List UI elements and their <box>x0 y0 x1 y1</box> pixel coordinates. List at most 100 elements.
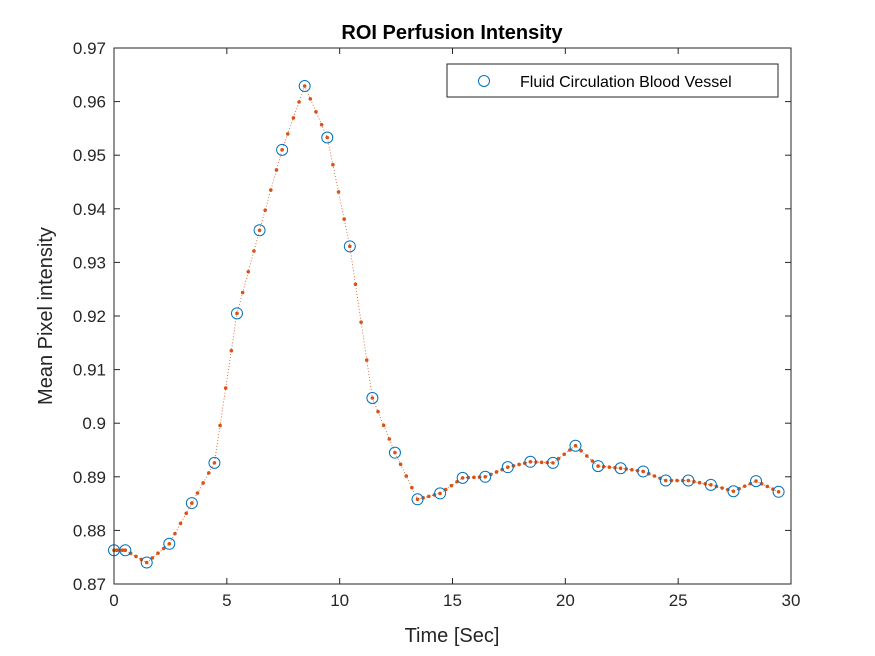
interpolated-point <box>505 465 510 469</box>
x-tick-label: 30 <box>782 591 801 610</box>
interpolated-point <box>359 320 363 324</box>
interpolated-point <box>314 109 318 114</box>
interpolated-point <box>494 470 499 474</box>
y-tick-label: 0.95 <box>73 146 106 165</box>
y-tick-label: 0.96 <box>73 93 106 112</box>
interpolated-point <box>291 116 296 120</box>
legend-marker-icon <box>478 75 490 87</box>
data-point <box>321 131 334 144</box>
interpolated-point <box>607 465 612 469</box>
interpolated-point <box>297 100 301 104</box>
interpolated-point <box>246 269 251 274</box>
interpolated-point <box>269 188 273 192</box>
interpolated-point <box>427 494 431 499</box>
data-point <box>614 462 627 475</box>
interpolated-point <box>438 491 442 496</box>
interpolated-point <box>630 468 634 472</box>
data-point <box>230 307 243 320</box>
interpolated-point <box>274 168 279 172</box>
interpolated-point <box>120 548 125 553</box>
legend-entry-label: Fluid Circulation Blood Vessel <box>520 74 732 91</box>
data-point <box>682 474 695 487</box>
y-tick-label: 0.94 <box>73 200 106 219</box>
data-point <box>163 537 176 550</box>
interpolated-point <box>742 484 747 488</box>
interpolated-point <box>325 135 330 140</box>
data-point <box>659 474 672 487</box>
interpolated-point <box>398 462 403 467</box>
data-point <box>185 497 198 510</box>
data-point <box>119 544 132 557</box>
interpolated-point <box>686 478 691 483</box>
interpolated-point <box>663 478 668 483</box>
data-point <box>637 465 650 478</box>
data-point <box>772 485 785 498</box>
data-point <box>501 461 514 474</box>
interpolated-point <box>252 249 256 253</box>
interpolated-point <box>754 479 758 483</box>
axis-ticks <box>113 47 792 585</box>
legend: Fluid Circulation Blood Vessel <box>446 63 779 98</box>
interpolated-point <box>331 162 335 167</box>
x-tick-label: 15 <box>443 591 462 610</box>
y-tick-label: 0.92 <box>73 307 106 326</box>
interpolated-point <box>472 475 476 480</box>
interpolated-point <box>201 481 205 485</box>
y-tick-label: 0.91 <box>73 361 106 380</box>
data-point <box>208 456 221 469</box>
interpolated-point <box>173 531 177 536</box>
interpolated-point <box>134 554 138 559</box>
interpolated-point <box>167 542 172 546</box>
interpolated-point <box>308 97 313 101</box>
interpolated-point <box>573 443 578 448</box>
interpolated-point <box>257 228 262 233</box>
interpolated-point <box>353 282 358 287</box>
marker-series <box>108 80 785 569</box>
x-tick-label: 20 <box>556 591 575 610</box>
interpolated-point <box>342 217 346 221</box>
y-tick-label: 0.93 <box>73 253 106 272</box>
interpolated-point <box>240 290 245 295</box>
y-tick-label: 0.97 <box>73 39 106 58</box>
interpolated-point <box>675 478 679 483</box>
data-point <box>298 80 311 93</box>
data-point <box>546 456 559 469</box>
legend-box <box>446 63 779 98</box>
interpolated-point <box>410 485 414 490</box>
interpolated-point <box>263 208 267 212</box>
interpolated-point <box>404 474 409 478</box>
interpolated-point <box>393 450 397 455</box>
interpolated-point <box>551 461 555 465</box>
data-point <box>140 556 153 569</box>
data-point <box>524 455 537 468</box>
data-point <box>366 392 379 405</box>
interpolated-point <box>709 483 713 487</box>
data-point <box>434 487 447 500</box>
y-tick-label: 0.88 <box>73 521 106 540</box>
interpolated-point <box>336 190 341 194</box>
interpolated-point <box>150 556 155 560</box>
data-point <box>388 446 401 459</box>
interpolated-point <box>579 449 583 453</box>
interpolated-point <box>731 489 736 494</box>
interpolated-point <box>381 423 386 428</box>
interpolated-point <box>235 311 239 316</box>
interpolated-point <box>641 469 645 474</box>
interpolated-point <box>528 459 533 464</box>
x-tick-label: 0 <box>109 591 118 610</box>
interpolated-point <box>517 462 521 467</box>
data-point <box>727 485 740 498</box>
interpolated-point <box>190 501 194 505</box>
interpolated-point <box>161 546 166 551</box>
data-point <box>479 470 492 483</box>
interpolated-point <box>178 521 183 526</box>
data-point <box>253 224 266 237</box>
interpolated-point <box>415 497 420 502</box>
y-tick-label: 0.87 <box>73 575 106 594</box>
interpolated-point <box>618 466 623 471</box>
chart-title: ROI Perfusion Intensity <box>341 22 563 44</box>
interpolated-point <box>229 348 234 353</box>
data-point <box>750 475 763 488</box>
